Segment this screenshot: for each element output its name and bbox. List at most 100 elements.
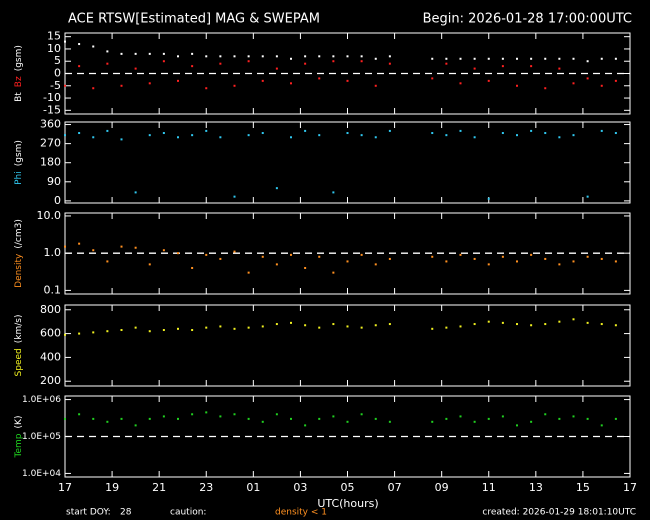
data-point — [318, 417, 321, 420]
caution-note: density < 1 — [275, 508, 327, 518]
data-point — [148, 82, 151, 85]
data-point — [487, 57, 490, 60]
data-point — [92, 136, 95, 139]
data-point — [459, 57, 462, 60]
data-point — [318, 134, 321, 137]
data-point — [261, 420, 264, 423]
data-point — [233, 327, 236, 330]
data-point — [134, 246, 137, 249]
data-point — [205, 55, 208, 58]
data-point — [360, 413, 363, 416]
data-point — [191, 134, 194, 137]
data-point — [92, 417, 95, 420]
y-axis-label-part: (gsm) — [14, 140, 24, 166]
data-point — [445, 417, 448, 420]
data-point — [614, 260, 617, 263]
panel-frame — [64, 304, 631, 387]
data-point — [445, 326, 448, 329]
data-point — [332, 271, 335, 274]
data-point — [544, 132, 547, 135]
data-point — [586, 77, 589, 80]
y-tick-label: 10.0 — [37, 209, 62, 222]
data-point — [431, 57, 434, 60]
data-point — [64, 333, 66, 336]
data-point — [473, 67, 476, 70]
data-point — [78, 242, 81, 245]
data-point — [516, 84, 518, 87]
y-tick-label: 800 — [40, 303, 61, 316]
data-point — [148, 417, 151, 420]
y-axis-label: Temp (K) — [14, 416, 24, 459]
data-point — [600, 84, 603, 87]
data-point — [614, 417, 617, 420]
data-point — [261, 55, 264, 58]
data-point — [614, 79, 617, 82]
data-point — [177, 79, 179, 82]
data-point — [106, 50, 109, 53]
data-point — [191, 266, 194, 269]
data-point — [614, 57, 617, 60]
data-point — [120, 245, 123, 248]
data-point — [346, 325, 349, 328]
data-point — [247, 271, 250, 274]
x-tick-label: 01 — [246, 481, 260, 494]
data-point — [388, 129, 391, 132]
data-point — [290, 417, 292, 420]
data-point — [473, 136, 476, 139]
data-point — [233, 55, 236, 58]
data-point — [346, 132, 349, 135]
data-point — [614, 324, 617, 327]
begin-time: Begin: 2026-01-28 17:00:00UTC — [423, 12, 632, 27]
data-point — [275, 187, 278, 190]
created-time: created: 2026-01-29 18:01:10UTC — [482, 508, 636, 518]
data-point — [346, 260, 349, 263]
data-point — [247, 55, 250, 58]
data-point — [586, 195, 589, 198]
data-point — [64, 245, 66, 248]
y-tick-label: -5 — [50, 79, 61, 92]
data-point — [487, 263, 490, 266]
data-point — [134, 67, 137, 70]
data-point — [318, 326, 321, 329]
x-tick-label: 07 — [388, 481, 402, 494]
data-point — [516, 260, 518, 263]
data-point — [388, 62, 391, 65]
data-point — [530, 129, 533, 132]
data-point — [501, 255, 504, 258]
data-point — [134, 326, 137, 329]
x-tick-label: 19 — [105, 481, 119, 494]
data-point — [106, 260, 109, 263]
data-point — [501, 321, 504, 324]
data-point — [614, 132, 617, 135]
data-point — [586, 321, 589, 324]
x-tick-label: 03 — [293, 481, 307, 494]
data-point — [177, 327, 179, 330]
x-tick-label: 17 — [623, 481, 637, 494]
data-point — [290, 253, 292, 256]
data-point — [78, 132, 81, 135]
data-point — [346, 420, 349, 423]
data-point — [275, 323, 278, 326]
data-point — [360, 253, 363, 256]
data-point — [360, 55, 363, 58]
y-axis-label: Speed (km/s) — [14, 315, 24, 377]
data-point — [487, 320, 490, 323]
y-axis-label-part: Speed — [14, 348, 24, 376]
data-point — [558, 136, 561, 139]
data-point — [544, 413, 547, 416]
data-point — [233, 195, 236, 198]
data-point — [544, 57, 547, 60]
data-point — [92, 249, 95, 252]
data-point — [360, 60, 363, 63]
data-point — [205, 253, 208, 256]
data-point — [332, 55, 335, 58]
data-point — [600, 257, 603, 260]
data-point — [558, 263, 561, 266]
data-point — [487, 417, 490, 420]
data-point — [544, 87, 547, 90]
data-point — [290, 321, 292, 324]
data-point — [431, 132, 434, 135]
data-point — [191, 52, 194, 55]
